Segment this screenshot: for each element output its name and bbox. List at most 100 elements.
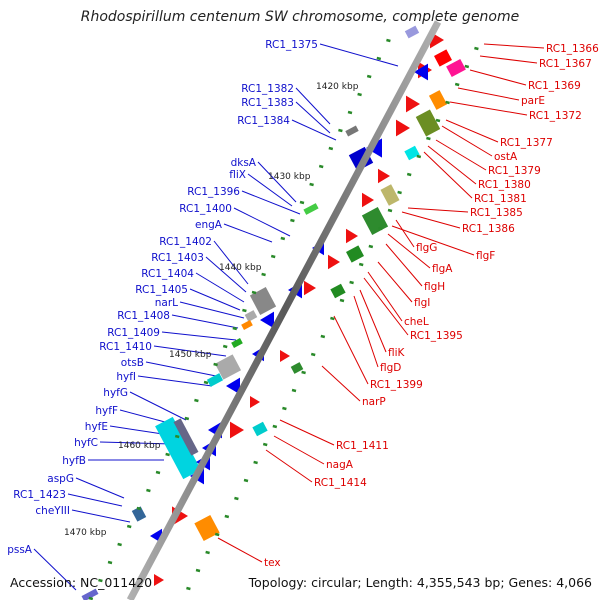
gene-label-rc1-1369[interactable]: RC1_1369 — [528, 80, 581, 92]
gene-label-rc1-1410[interactable]: RC1_1410 — [99, 341, 152, 353]
gene-leader-line — [265, 449, 313, 483]
gene-feature — [380, 184, 400, 206]
gene-leader-line — [295, 101, 331, 134]
gene-label-rc1-1405[interactable]: RC1_1405 — [135, 284, 188, 296]
scale-tick-mark — [213, 362, 218, 367]
gene-label-rc1-1404[interactable]: RC1_1404 — [141, 268, 194, 280]
gene-leader-line — [153, 345, 227, 357]
gene-label-rc1-1399[interactable]: RC1_1399 — [370, 379, 423, 391]
gene-label-pare[interactable]: parE — [521, 95, 545, 107]
gene-label-cheyiii[interactable]: cheYIII — [35, 505, 70, 517]
gene-label-flgi[interactable]: flgI — [414, 297, 430, 309]
scale-tick-mark — [454, 82, 460, 87]
gene-label-rc1-1411[interactable]: RC1_1411 — [336, 440, 389, 452]
gene-label-rc1-1409[interactable]: RC1_1409 — [107, 327, 160, 339]
gene-feature — [81, 588, 99, 600]
gene-leader-line — [257, 161, 297, 203]
gene-leader-line — [387, 233, 431, 269]
gene-feature — [330, 283, 346, 299]
gene-label-rc1-1380[interactable]: RC1_1380 — [478, 179, 531, 191]
gene-leader-line — [391, 225, 475, 256]
scale-tick-mark — [136, 506, 142, 511]
gene-label-rc1-1372[interactable]: RC1_1372 — [529, 110, 582, 122]
gene-label-hyfe[interactable]: hyfE — [85, 421, 108, 433]
gene-arrow-forward — [226, 377, 240, 395]
scale-tick-mark — [272, 424, 278, 429]
gene-leader-line — [359, 289, 387, 353]
gene-label-hyfi[interactable]: hyfI — [116, 371, 136, 383]
gene-label-flix[interactable]: fliX — [229, 169, 246, 181]
scale-tick-mark — [386, 38, 391, 43]
scale-tick-mark — [347, 110, 353, 115]
gene-label-rc1-1375[interactable]: RC1_1375 — [265, 39, 318, 51]
gene-arrow-reverse — [346, 228, 358, 244]
gene-leader-line — [179, 301, 245, 319]
map-title: Rhodospirillum centenum SW chromosome, c… — [80, 9, 520, 25]
gene-leader-line — [483, 43, 545, 49]
gene-label-rc1-1403[interactable]: RC1_1403 — [151, 252, 204, 264]
gene-leader-line — [295, 87, 331, 125]
gene-label-rc1-1386[interactable]: RC1_1386 — [462, 223, 515, 235]
gene-label-narl[interactable]: narL — [155, 297, 178, 309]
gene-leader-line — [291, 119, 337, 141]
gene-label-enga[interactable]: engA — [195, 219, 223, 231]
gene-leader-line — [145, 361, 217, 377]
gene-label-flgh[interactable]: flgH — [424, 281, 445, 293]
gene-label-flgg[interactable]: flgG — [416, 242, 437, 254]
gene-label-hyfc[interactable]: hyfC — [74, 437, 98, 449]
gene-label-flik[interactable]: fliK — [388, 347, 406, 359]
scale-tick-mark — [309, 182, 314, 187]
gene-leader-line — [205, 256, 247, 293]
gene-label-naga[interactable]: nagA — [326, 459, 354, 471]
gene-label-rc1-1382[interactable]: RC1_1382 — [241, 83, 294, 95]
gene-label-rc1-1396[interactable]: RC1_1396 — [187, 186, 240, 198]
scale-tick-mark — [195, 568, 201, 573]
gene-label-rc1-1383[interactable]: RC1_1383 — [241, 97, 294, 109]
gene-feature — [155, 416, 201, 480]
gene-feature — [244, 310, 258, 322]
gene-leader-line — [353, 295, 379, 368]
gene-label-rc1-1367[interactable]: RC1_1367 — [539, 58, 592, 70]
gene-label-chel[interactable]: cheL — [404, 316, 429, 328]
gene-label-narp[interactable]: narP — [362, 396, 386, 408]
gene-feature — [361, 207, 389, 235]
gene-label-rc1-1381[interactable]: RC1_1381 — [474, 193, 527, 205]
gene-label-rc1-1379[interactable]: RC1_1379 — [488, 165, 541, 177]
scale-tick-mark — [253, 460, 258, 465]
gene-leader-line — [423, 151, 473, 199]
gene-label-hyfg[interactable]: hyfG — [103, 387, 128, 399]
gene-label-hyff[interactable]: hyfF — [95, 405, 118, 417]
gene-label-flga[interactable]: flgA — [432, 263, 453, 275]
gene-label-rc1-1400[interactable]: RC1_1400 — [179, 203, 232, 215]
gene-label-aspg[interactable]: aspG — [47, 473, 74, 485]
gene-label-flgd[interactable]: flgD — [380, 362, 401, 374]
gene-label-flgf[interactable]: flgF — [476, 250, 495, 262]
gene-leader-line — [435, 139, 487, 171]
scale-tick-mark — [291, 388, 297, 393]
gene-label-rc1-1385[interactable]: RC1_1385 — [470, 207, 523, 219]
scale-tick-mark — [146, 488, 151, 493]
gene-feature — [194, 514, 220, 542]
gene-label-rc1-1377[interactable]: RC1_1377 — [500, 137, 553, 149]
scale-tick-mark — [243, 478, 249, 483]
gene-label-rc1-1366[interactable]: RC1_1366 — [546, 43, 599, 55]
gene-label-pssa[interactable]: pssA — [7, 544, 33, 556]
gene-label-rc1-1408[interactable]: RC1_1408 — [117, 310, 170, 322]
gene-label-osta[interactable]: ostA — [494, 151, 518, 163]
gene-label-hyfb[interactable]: hyfB — [62, 455, 86, 467]
scale-tick-mark — [387, 208, 393, 213]
gene-label-rc1-1423[interactable]: RC1_1423 — [13, 489, 66, 501]
gene-label-rc1-1384[interactable]: RC1_1384 — [237, 115, 290, 127]
gene-leader-line — [171, 314, 239, 329]
gene-label-rc1-1395[interactable]: RC1_1395 — [410, 330, 463, 342]
gene-label-rc1-1414[interactable]: RC1_1414 — [314, 477, 367, 489]
gene-leader-line — [273, 435, 325, 465]
scale-tick-mark — [98, 578, 103, 583]
gene-arrow-reverse — [396, 119, 410, 137]
gene-label-rc1-1402[interactable]: RC1_1402 — [159, 236, 212, 248]
gene-label-otsb[interactable]: otsB — [121, 357, 144, 369]
scale-tick-mark — [174, 434, 180, 439]
scale-tick-mark — [445, 100, 450, 105]
gene-label-dksa[interactable]: dksA — [231, 157, 257, 169]
gene-label-tex[interactable]: tex — [264, 557, 281, 569]
